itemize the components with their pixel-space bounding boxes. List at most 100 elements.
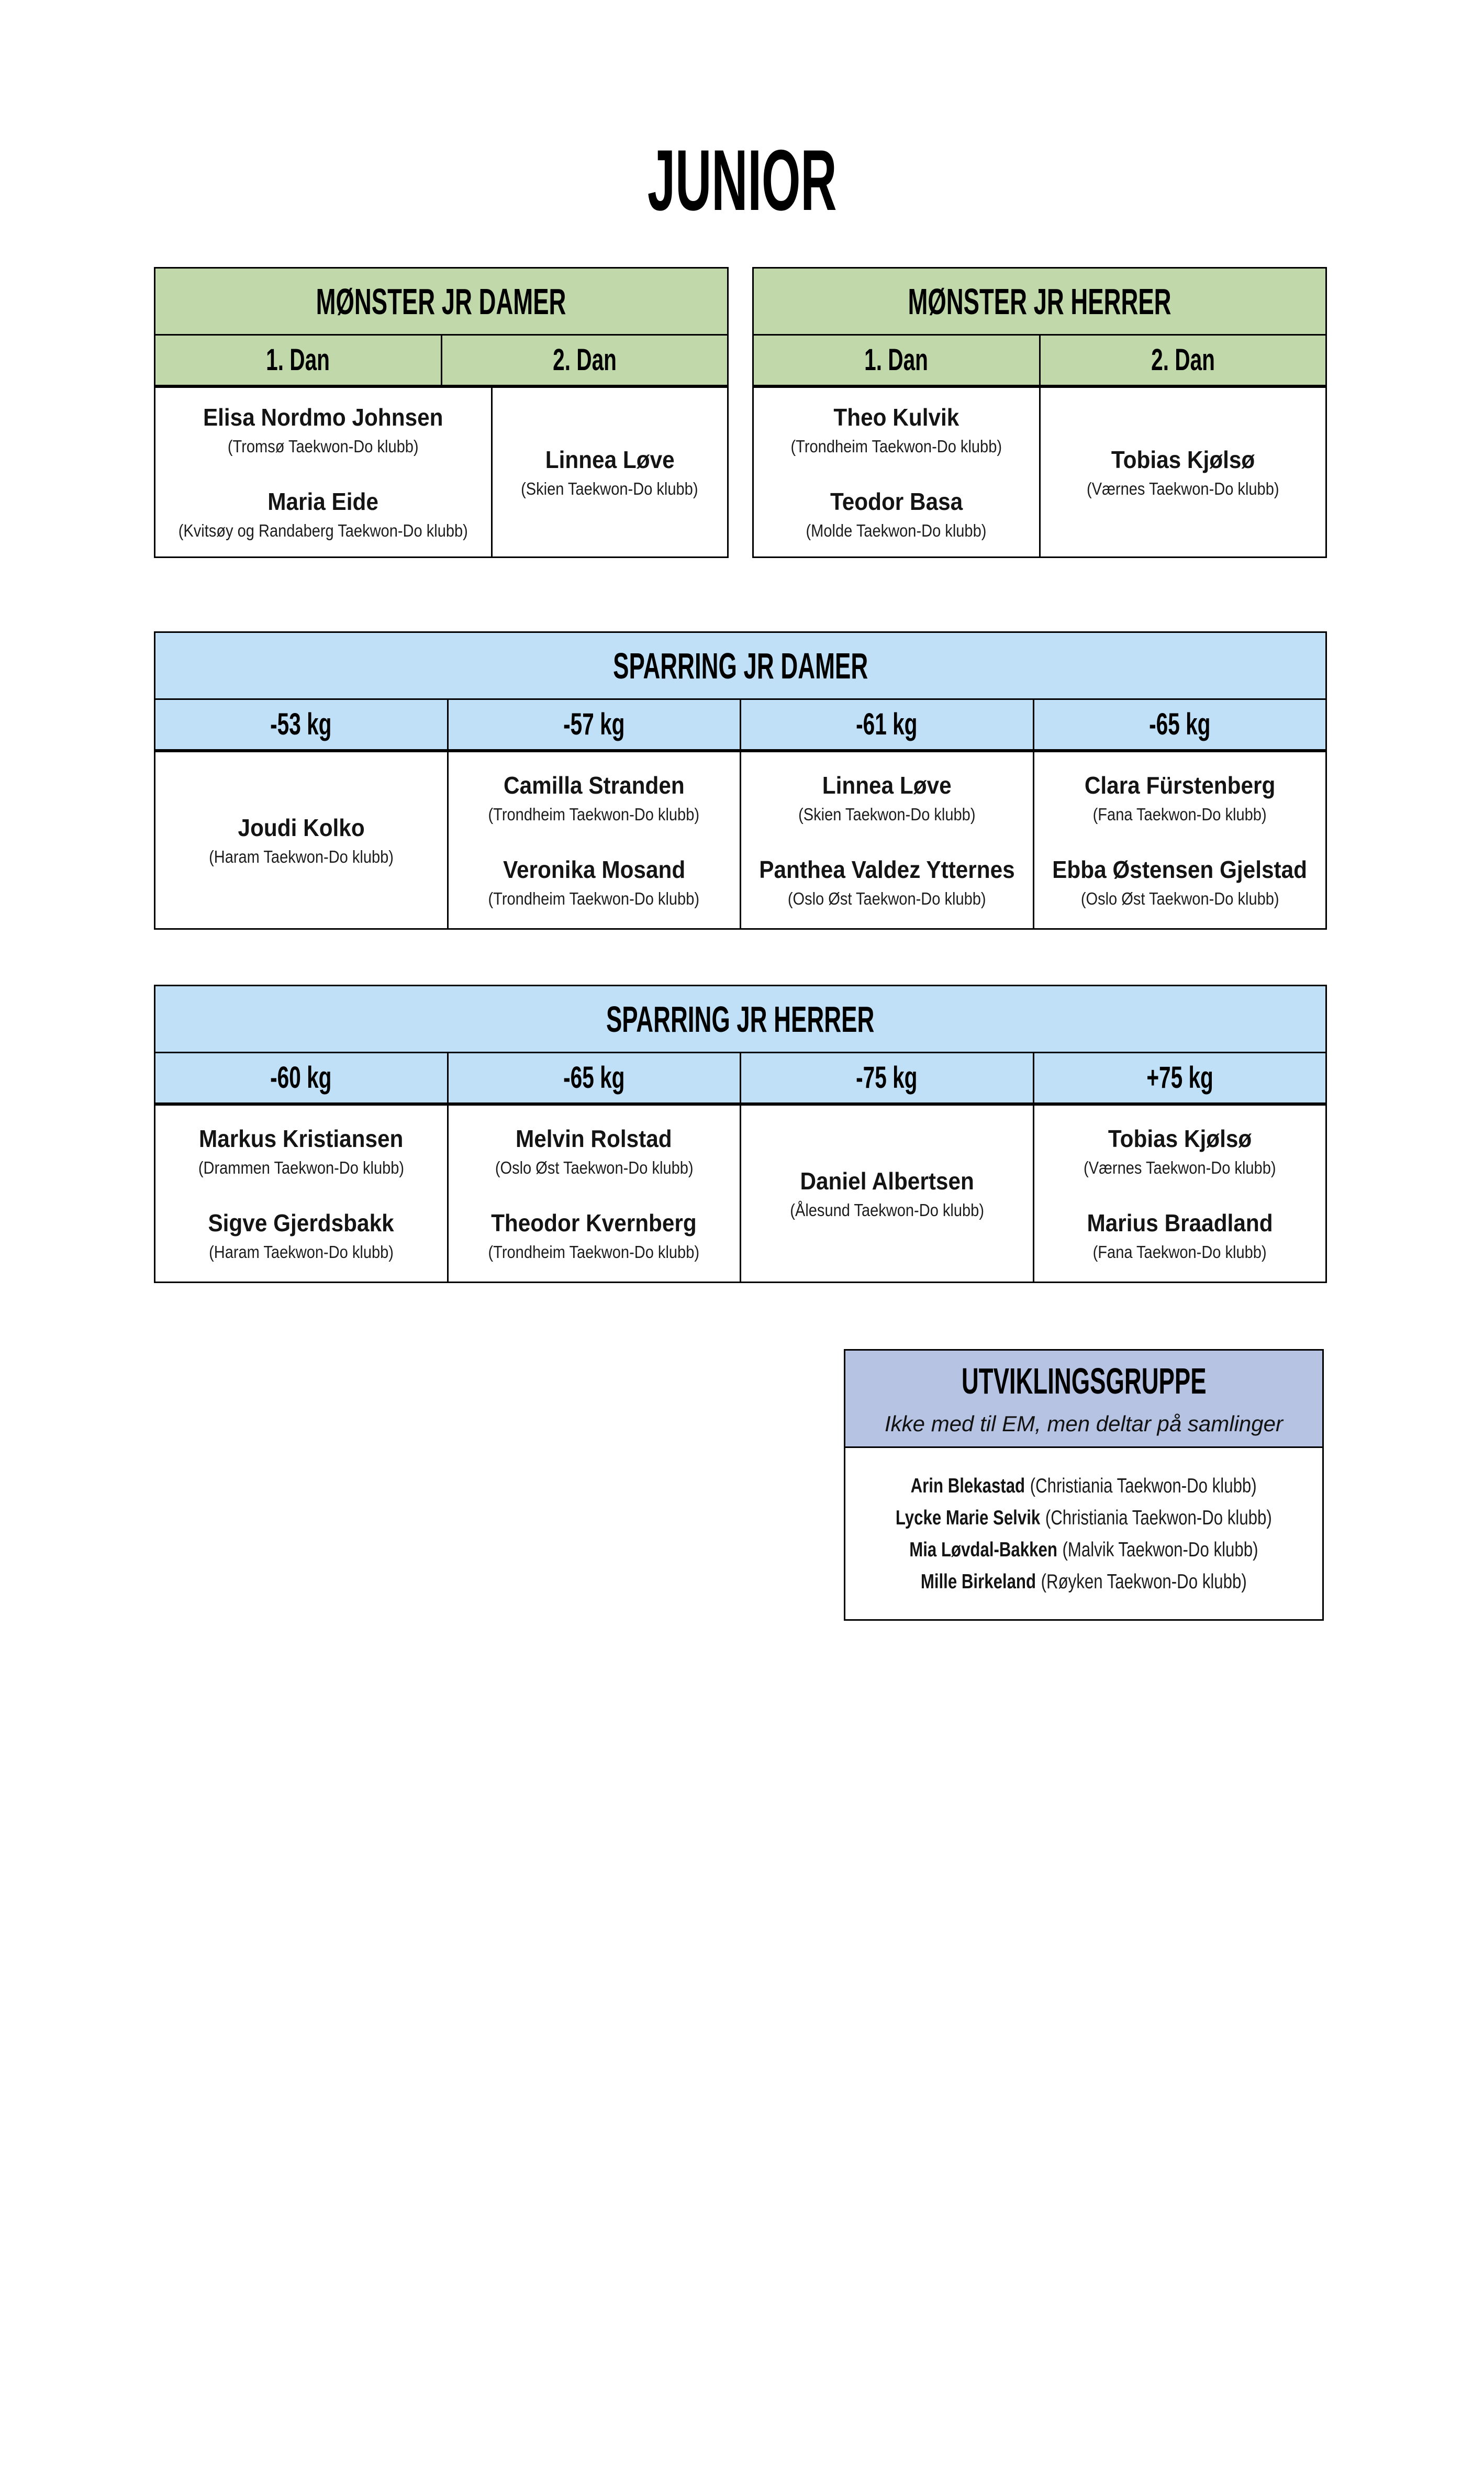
athlete-club: (Kvitsøy og Randaberg Taekwon-Do klubb) bbox=[178, 521, 468, 540]
athlete-name: Maria Eide bbox=[267, 488, 379, 515]
athlete-club: (Ålesund Taekwon-Do klubb) bbox=[789, 1200, 984, 1220]
member-club: (Malvik Taekwon-Do klubb) bbox=[1062, 1538, 1258, 1561]
dan-label: 1. Dan bbox=[266, 343, 330, 377]
subheader-cell: -75 kg bbox=[741, 1053, 1034, 1102]
athlete-entry: Melvin Rolstad (Oslo Øst Taekwon-Do klub… bbox=[482, 1127, 707, 1176]
athlete-club: (Haram Taekwon-Do klubb) bbox=[208, 846, 394, 866]
athlete-entry: Ebba Østensen Gjelstad (Oslo Øst Taekwon… bbox=[1041, 857, 1318, 907]
member-row: Lycke Marie Selvik (Christiania Taekwon-… bbox=[896, 1508, 1272, 1528]
athlete-entry: Maria Eide (Kvitsøy og Randaberg Taekwon… bbox=[159, 489, 488, 539]
subheader-cell: -60 kg bbox=[155, 1053, 449, 1102]
athlete-name: Joudi Kolko bbox=[238, 814, 365, 841]
athlete-name: Clara Fürstenberg bbox=[1084, 772, 1276, 799]
weight-class-label: -65 kg bbox=[1149, 707, 1211, 741]
athlete-name: Theo Kulvik bbox=[833, 404, 959, 431]
member-club: (Røyken Taekwon-Do klubb) bbox=[1041, 1570, 1247, 1593]
athlete-name: Ebba Østensen Gjelstad bbox=[1052, 856, 1308, 883]
subheader-cell: -65 kg bbox=[449, 1053, 741, 1102]
member-name: Mille Birkeland bbox=[921, 1570, 1036, 1593]
athlete-entry: Daniel Albertsen (Ålesund Taekwon-Do klu… bbox=[777, 1169, 997, 1219]
member-row: Mia Løvdal-Bakken (Malvik Taekwon-Do klu… bbox=[909, 1540, 1258, 1560]
category-cell: Linnea Løve (Skien Taekwon-Do klubb) Pan… bbox=[741, 752, 1034, 928]
athlete-name: Melvin Rolstad bbox=[516, 1125, 673, 1152]
athlete-club: (Trondheim Taekwon-Do klubb) bbox=[488, 1242, 700, 1262]
table-header: MØNSTER JR DAMER bbox=[155, 269, 727, 336]
athlete-club: (Trondheim Taekwon-Do klubb) bbox=[790, 437, 1002, 456]
weight-class-label: -53 kg bbox=[270, 707, 332, 741]
table-title: UTVIKLINGSGRUPPE bbox=[961, 1360, 1207, 1401]
weight-class-label: -75 kg bbox=[856, 1061, 918, 1095]
athlete-name: Camilla Stranden bbox=[503, 772, 685, 799]
table-body: Joudi Kolko (Haram Taekwon-Do klubb) Cam… bbox=[155, 752, 1325, 928]
athlete-club: (Haram Taekwon-Do klubb) bbox=[208, 1242, 394, 1262]
subheader-row: -53 kg -57 kg -61 kg -65 kg bbox=[155, 700, 1325, 752]
athlete-entry: Elisa Nordmo Johnsen (Tromsø Taekwon-Do … bbox=[193, 405, 453, 455]
table-header: UTVIKLINGSGRUPPE Ikke med til EM, men de… bbox=[845, 1351, 1322, 1448]
member-club: (Christiania Taekwon-Do klubb) bbox=[1030, 1474, 1257, 1497]
athlete-entry: Sigve Gjerdsbakk (Haram Taekwon-Do klubb… bbox=[196, 1211, 406, 1261]
athlete-name: Teodor Basa bbox=[830, 488, 963, 515]
category-cell: Elisa Nordmo Johnsen (Tromsø Taekwon-Do … bbox=[155, 388, 493, 556]
page-title-text: JUNIOR bbox=[647, 132, 837, 228]
member-row: Arin Blekastad (Christiania Taekwon-Do k… bbox=[911, 1476, 1257, 1496]
athlete-name: Markus Kristiansen bbox=[199, 1125, 404, 1152]
athlete-name: Daniel Albertsen bbox=[800, 1167, 974, 1195]
athlete-entry: Markus Kristiansen (Drammen Taekwon-Do k… bbox=[184, 1127, 418, 1176]
athlete-name: Tobias Kjølsø bbox=[1108, 1125, 1252, 1152]
weight-class-label: -57 kg bbox=[563, 707, 625, 741]
category-cell: Tobias Kjølsø (Værnes Taekwon-Do klubb) bbox=[1040, 388, 1325, 556]
subheader-row: 1. Dan 2. Dan bbox=[155, 336, 727, 388]
table-sparring-jr-damer: SPARRING JR DAMER -53 kg -57 kg -61 kg -… bbox=[154, 631, 1327, 930]
athlete-name: Veronika Mosand bbox=[503, 856, 685, 883]
athlete-name: Elisa Nordmo Johnsen bbox=[203, 404, 443, 431]
dan-label: 1. Dan bbox=[864, 343, 929, 377]
subheader-row: -60 kg -65 kg -75 kg +75 kg bbox=[155, 1053, 1325, 1106]
athlete-entry: Panthea Valdez Ytternes (Oslo Øst Taekwo… bbox=[748, 857, 1026, 907]
member-club: (Christiania Taekwon-Do klubb) bbox=[1045, 1506, 1272, 1529]
athlete-name: Theodor Kvernberg bbox=[491, 1209, 697, 1236]
subheader-cell: 1. Dan bbox=[155, 336, 442, 385]
table-header: MØNSTER JR HERRER bbox=[754, 269, 1325, 336]
athlete-club: (Trondheim Taekwon-Do klubb) bbox=[488, 805, 700, 824]
dan-label: 2. Dan bbox=[1151, 343, 1215, 377]
athlete-entry: Joudi Kolko (Haram Taekwon-Do klubb) bbox=[196, 816, 406, 865]
subheader-cell: -57 kg bbox=[449, 700, 741, 749]
athlete-name: Panthea Valdez Ytternes bbox=[759, 856, 1015, 883]
category-cell: Theo Kulvik (Trondheim Taekwon-Do klubb)… bbox=[754, 388, 1041, 556]
member-name: Lycke Marie Selvik bbox=[896, 1506, 1041, 1529]
athlete-entry: Linnea Løve (Skien Taekwon-Do klubb) bbox=[786, 773, 988, 823]
athlete-club: (Værnes Taekwon-Do klubb) bbox=[1084, 1158, 1276, 1177]
subheader-cell: 2. Dan bbox=[442, 336, 728, 385]
category-cell: Daniel Albertsen (Ålesund Taekwon-Do klu… bbox=[741, 1106, 1034, 1282]
subheader-cell: -53 kg bbox=[155, 700, 449, 749]
athlete-name: Linnea Løve bbox=[545, 445, 675, 473]
athlete-name: Marius Braadland bbox=[1087, 1209, 1273, 1236]
athlete-name: Linnea Løve bbox=[822, 772, 952, 799]
table-development-group: UTVIKLINGSGRUPPE Ikke med til EM, men de… bbox=[844, 1349, 1324, 1621]
category-cell: Markus Kristiansen (Drammen Taekwon-Do k… bbox=[155, 1106, 449, 1282]
athlete-club: (Oslo Øst Taekwon-Do klubb) bbox=[787, 889, 986, 908]
athlete-club: (Tromsø Taekwon-Do klubb) bbox=[227, 437, 419, 456]
athlete-entry: Tobias Kjølsø (Værnes Taekwon-Do klubb) bbox=[1074, 448, 1292, 497]
table-monster-jr-damer: MØNSTER JR DAMER 1. Dan 2. Dan Elisa Nor… bbox=[154, 267, 729, 558]
category-cell: Tobias Kjølsø (Værnes Taekwon-Do klubb) … bbox=[1034, 1106, 1325, 1282]
athlete-entry: Veronika Mosand (Trondheim Taekwon-Do kl… bbox=[474, 857, 714, 907]
member-name: Arin Blekastad bbox=[910, 1474, 1025, 1497]
category-cell: Clara Fürstenberg (Fana Taekwon-Do klubb… bbox=[1034, 752, 1325, 928]
category-cell: Camilla Stranden (Trondheim Taekwon-Do k… bbox=[448, 752, 741, 928]
athlete-club: (Trondheim Taekwon-Do klubb) bbox=[488, 889, 700, 908]
table-monster-jr-herrer: MØNSTER JR HERRER 1. Dan 2. Dan Theo Kul… bbox=[752, 267, 1327, 558]
athlete-entry: Theo Kulvik (Trondheim Taekwon-Do klubb) bbox=[776, 405, 1017, 455]
subheader-cell: 2. Dan bbox=[1041, 336, 1326, 385]
dan-label: 2. Dan bbox=[552, 343, 617, 377]
category-cell: Linnea Løve (Skien Taekwon-Do klubb) bbox=[492, 388, 727, 556]
category-cell: Melvin Rolstad (Oslo Øst Taekwon-Do klub… bbox=[448, 1106, 741, 1282]
athlete-entry: Theodor Kvernberg (Trondheim Taekwon-Do … bbox=[474, 1211, 714, 1261]
table-body: Theo Kulvik (Trondheim Taekwon-Do klubb)… bbox=[754, 388, 1325, 556]
weight-class-label: +75 kg bbox=[1146, 1061, 1213, 1095]
member-row: Mille Birkeland (Røyken Taekwon-Do klubb… bbox=[921, 1572, 1247, 1592]
athlete-club: (Fana Taekwon-Do klubb) bbox=[1092, 1242, 1267, 1262]
athlete-club: (Drammen Taekwon-Do klubb) bbox=[198, 1158, 404, 1177]
athlete-club: (Værnes Taekwon-Do klubb) bbox=[1087, 478, 1279, 498]
